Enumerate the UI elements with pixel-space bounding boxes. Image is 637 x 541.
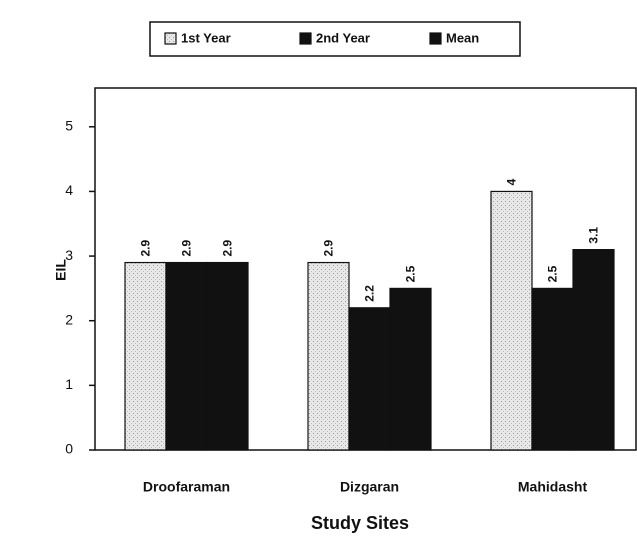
y-tick-label: 1	[65, 376, 73, 392]
bar	[572, 249, 615, 451]
y-axis-label: EIL	[53, 259, 69, 281]
bar	[206, 261, 249, 451]
value-label: 2.5	[546, 265, 560, 282]
y-tick-label: 3	[65, 247, 73, 263]
bar	[307, 261, 350, 451]
x-tick-label: Droofaraman	[143, 479, 230, 495]
legend-box	[149, 21, 521, 57]
y-tick-label: 0	[65, 441, 73, 457]
legend-label: 1st Year	[181, 30, 231, 45]
value-label: 2.9	[221, 240, 235, 257]
legend-swatch	[429, 32, 442, 45]
y-tick-label: 2	[65, 311, 73, 327]
bar	[348, 307, 391, 451]
legend-swatch	[164, 32, 177, 45]
legend-swatch	[299, 32, 312, 45]
value-label: 4	[505, 178, 519, 185]
y-tick-label: 5	[65, 117, 73, 133]
legend-label: 2nd Year	[316, 30, 370, 45]
bar	[124, 261, 167, 451]
value-label: 2.2	[363, 285, 377, 302]
value-label: 3.1	[587, 227, 601, 244]
x-axis-label: Study Sites	[311, 513, 409, 533]
value-label: 2.5	[404, 265, 418, 282]
x-tick-label: Dizgaran	[340, 479, 399, 495]
x-tick-label: Mahidasht	[518, 479, 588, 495]
legend-label: Mean	[446, 30, 479, 45]
bar	[490, 190, 533, 451]
value-label: 2.9	[180, 240, 194, 257]
bar	[165, 261, 208, 451]
y-tick-label: 4	[65, 182, 73, 198]
value-label: 2.9	[322, 240, 336, 257]
bar	[531, 287, 574, 451]
value-label: 2.9	[139, 240, 153, 257]
bar	[389, 287, 432, 451]
